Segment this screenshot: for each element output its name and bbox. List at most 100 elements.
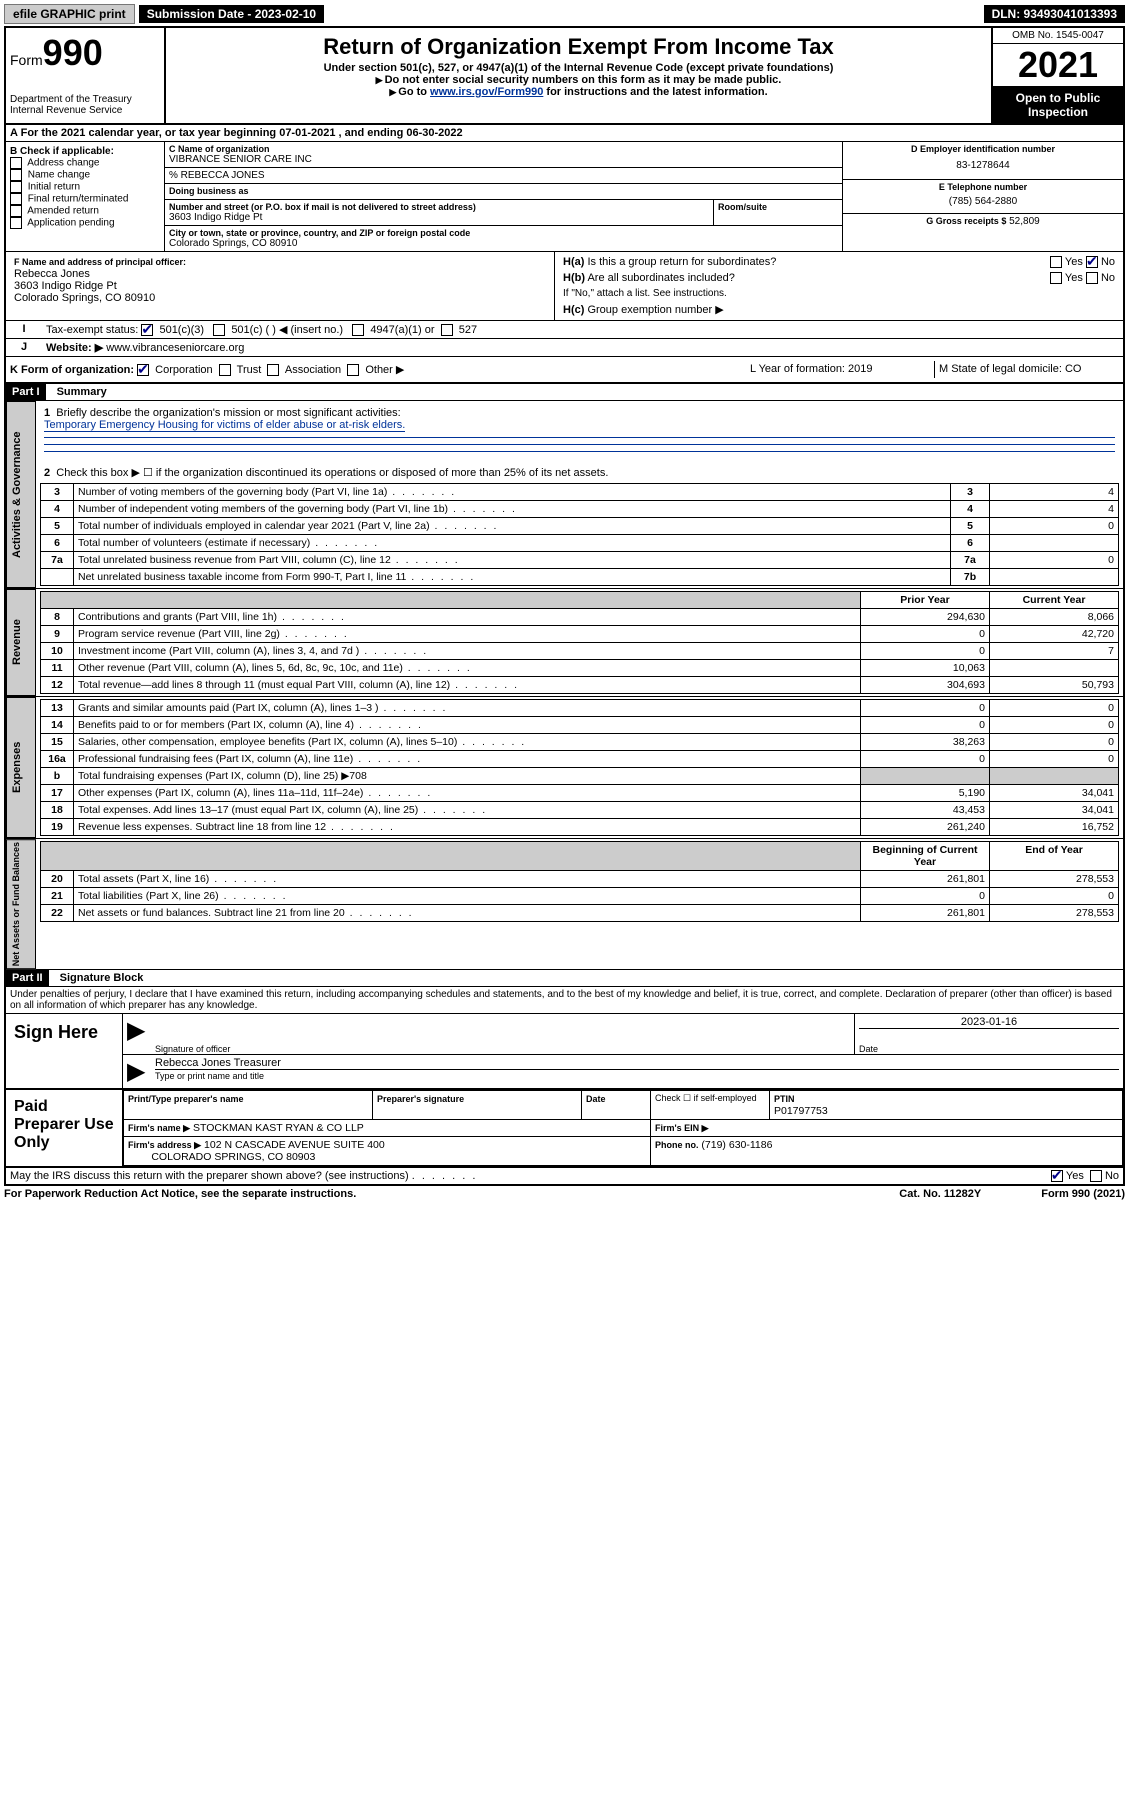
tax-status-label: Tax-exempt status: xyxy=(46,324,138,336)
note-goto-post: for instructions and the latest informat… xyxy=(543,86,767,98)
room-label: Room/suite xyxy=(718,202,767,212)
paid-preparer-label: Paid Preparer Use Only xyxy=(6,1090,123,1166)
table-governance: 3Number of voting members of the governi… xyxy=(40,483,1119,586)
year-formation: L Year of formation: 2019 xyxy=(746,361,935,378)
firm-addr1: 102 N CASCADE AVENUE SUITE 400 xyxy=(204,1139,385,1151)
box-d-e-g: D Employer identification number 83-1278… xyxy=(842,142,1123,251)
header-right-block: OMB No. 1545-0047 2021 Open to Public In… xyxy=(991,28,1123,123)
dln-label: DLN: 93493041013393 xyxy=(984,5,1125,23)
website-label: Website: ▶ xyxy=(46,342,103,354)
firm-ein-label: Firm's EIN ▶ xyxy=(655,1123,709,1133)
footer-mid: Cat. No. 11282Y xyxy=(899,1188,981,1200)
table-netassets: Beginning of Current YearEnd of Year20To… xyxy=(40,841,1119,922)
cb-4947[interactable] xyxy=(352,324,364,336)
cb-name-change[interactable] xyxy=(10,169,22,181)
state-domicile: M State of legal domicile: CO xyxy=(935,361,1123,378)
part2-hdr: Part II xyxy=(6,970,49,986)
ha-yes[interactable] xyxy=(1050,256,1062,268)
cb-initial-return[interactable] xyxy=(10,181,22,193)
opt-501c3: 501(c)(3) xyxy=(159,324,204,336)
sig-date-label: Date xyxy=(859,1044,878,1054)
part2-title: Signature Block xyxy=(52,972,144,984)
city-label: City or town, state or province, country… xyxy=(169,228,838,238)
vtab-expenses: Expenses xyxy=(6,697,36,838)
discuss-label: May the IRS discuss this return with the… xyxy=(10,1170,409,1182)
hb-yes[interactable] xyxy=(1050,272,1062,284)
sig-officer-label: Signature of officer xyxy=(155,1044,230,1054)
cb-527[interactable] xyxy=(441,324,453,336)
form-title: Return of Organization Exempt From Incom… xyxy=(170,34,987,60)
box-c: C Name of organization VIBRANCE SENIOR C… xyxy=(165,142,842,251)
ha-label: Is this a group return for subordinates? xyxy=(587,256,776,268)
note-ssn: Do not enter social security numbers on … xyxy=(170,74,987,86)
officer-addr2: Colorado Springs, CO 80910 xyxy=(14,292,155,304)
opt-trust: Trust xyxy=(237,364,262,376)
opt-other: Other ▶ xyxy=(365,364,404,376)
h-note: If "No," attach a list. See instructions… xyxy=(559,286,1119,301)
org-name-label: C Name of organization xyxy=(169,144,838,154)
officer-name-label: Type or print name and title xyxy=(155,1071,264,1081)
ptin-label: PTIN xyxy=(774,1094,795,1104)
cb-501c3[interactable] xyxy=(141,324,153,336)
opt-4947: 4947(a)(1) or xyxy=(370,324,434,336)
cb-amended-return[interactable] xyxy=(10,205,22,217)
cb-corp[interactable] xyxy=(137,364,149,376)
ein-label: D Employer identification number xyxy=(847,144,1119,154)
submission-date: Submission Date - 2023-02-10 xyxy=(139,5,324,23)
cb-trust[interactable] xyxy=(219,364,231,376)
sign-arrow2-icon: ▶ xyxy=(123,1055,151,1088)
omb-number: OMB No. 1545-0047 xyxy=(993,28,1123,44)
self-emp-label: Check ☐ if self-employed xyxy=(651,1091,770,1120)
irs-label: Internal Revenue Service xyxy=(10,105,160,116)
firm-phone: (719) 630-1186 xyxy=(701,1139,772,1151)
part1-hdr: Part I xyxy=(6,384,46,400)
efile-button[interactable]: efile GRAPHIC print xyxy=(4,4,135,24)
gross-label: G Gross receipts $ xyxy=(926,216,1006,226)
city-state-zip: Colorado Springs, CO 80910 xyxy=(169,238,838,249)
sign-here-label: Sign Here xyxy=(6,1014,123,1088)
firm-name-label: Firm's name ▶ xyxy=(128,1123,190,1133)
hb-no[interactable] xyxy=(1086,272,1098,284)
cb-assoc[interactable] xyxy=(267,364,279,376)
ha-no[interactable] xyxy=(1086,256,1098,268)
org-name: VIBRANCE SENIOR CARE INC xyxy=(169,154,838,165)
officer-addr1: 3603 Indigo Ridge Pt xyxy=(14,280,117,292)
footer-right: Form 990 (2021) xyxy=(1041,1188,1125,1200)
form-prefix: Form xyxy=(10,52,43,68)
inspection-label: Open to Public Inspection xyxy=(993,87,1123,123)
discuss-no[interactable] xyxy=(1090,1170,1102,1182)
opt-501c: 501(c) ( ) ◀ (insert no.) xyxy=(231,324,343,336)
cb-other[interactable] xyxy=(347,364,359,376)
cb-final-return-terminated[interactable] xyxy=(10,193,22,205)
form-number: 990 xyxy=(43,32,103,73)
form-subtitle: Under section 501(c), 527, or 4947(a)(1)… xyxy=(170,62,987,74)
q1-value: Temporary Emergency Housing for victims … xyxy=(44,419,405,432)
officer-name: Rebecca Jones xyxy=(14,268,90,280)
gross-value: 52,809 xyxy=(1009,216,1040,227)
table-expenses: 13Grants and similar amounts paid (Part … xyxy=(40,699,1119,836)
prep-name-label: Print/Type preparer's name xyxy=(128,1094,244,1104)
street-address: 3603 Indigo Ridge Pt xyxy=(169,212,709,223)
q2-text: Check this box ▶ ☐ if the organization d… xyxy=(56,467,608,479)
dba-label: Doing business as xyxy=(169,186,249,196)
opt-assoc: Association xyxy=(285,364,341,376)
officer-label: F Name and address of principal officer: xyxy=(14,257,186,267)
cb-application-pending[interactable] xyxy=(10,217,22,229)
cb-address-change[interactable] xyxy=(10,157,22,169)
discuss-yes[interactable] xyxy=(1051,1170,1063,1182)
j-label: J xyxy=(6,339,42,356)
firm-name: STOCKMAN KAST RYAN & CO LLP xyxy=(193,1122,364,1134)
prep-sig-label: Preparer's signature xyxy=(377,1094,464,1104)
tax-year: 2021 xyxy=(993,44,1123,87)
box-b: B Check if applicable: Address change Na… xyxy=(6,142,165,251)
table-revenue: Prior YearCurrent Year8Contributions and… xyxy=(40,591,1119,694)
paid-preparer-table: Print/Type preparer's name Preparer's si… xyxy=(123,1090,1123,1166)
vtab-governance: Activities & Governance xyxy=(6,401,36,588)
irs-link[interactable]: www.irs.gov/Form990 xyxy=(430,86,543,98)
firm-phone-label: Phone no. xyxy=(655,1140,699,1150)
phone-label: E Telephone number xyxy=(847,182,1119,192)
i-label: I xyxy=(6,321,42,338)
cb-501c[interactable] xyxy=(213,324,225,336)
opt-527: 527 xyxy=(459,324,477,336)
form-org-label: K Form of organization: xyxy=(10,364,134,376)
